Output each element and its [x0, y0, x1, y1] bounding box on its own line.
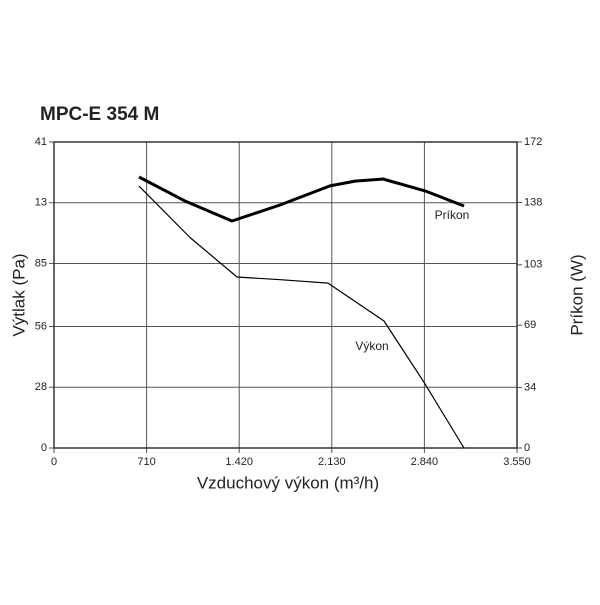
y2-tick-label: 0	[524, 442, 530, 454]
y-tick-label: 85	[35, 257, 47, 269]
y-tick-label: 0	[41, 442, 47, 454]
x-tick-label: 2.130	[318, 456, 346, 468]
x-axis-title: Vzduchový výkon (m³/h)	[197, 473, 379, 492]
y2-axis-title: Príkon (W)	[567, 254, 586, 335]
x-tick-label: 1.420	[225, 456, 253, 468]
x-tick-label: 2.840	[411, 456, 439, 468]
series-line	[138, 175, 465, 223]
y-tick-label: 28	[35, 381, 47, 393]
y-tick-label: 56	[35, 320, 47, 332]
y-tick-label: 41	[35, 136, 47, 148]
plot-frame	[53, 141, 518, 449]
y-tick-label: 13	[35, 197, 47, 209]
y2-tick-label: 69	[524, 319, 536, 331]
chart-title: MPC-E 354 M	[40, 104, 159, 125]
y2-tick-label: 103	[524, 259, 542, 271]
x-tick-label: 0	[51, 456, 57, 468]
series-line	[138, 185, 465, 449]
series-label: Príkon	[435, 208, 470, 222]
y2-tick-label: 172	[524, 136, 542, 148]
y-axis-title: Výtlak (Pa)	[9, 253, 28, 336]
series-label: Výkon	[355, 339, 388, 353]
y2-tick-label: 138	[524, 196, 542, 208]
y2-tick-label: 34	[524, 381, 536, 393]
x-tick-label: 3.550	[503, 456, 531, 468]
x-tick-label: 710	[137, 456, 155, 468]
